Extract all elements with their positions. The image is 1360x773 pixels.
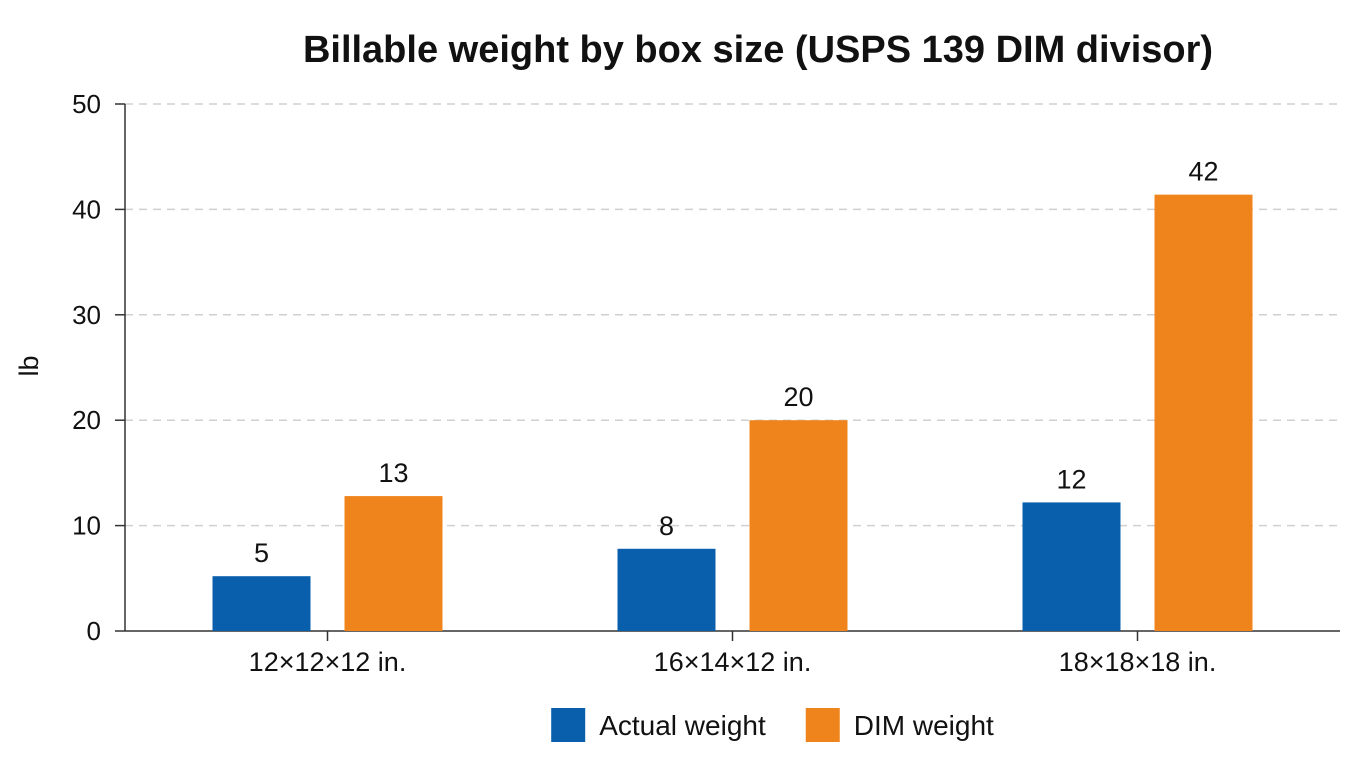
legend-swatch [805,708,840,742]
bar-value-label: 13 [378,458,408,488]
axes: 0 10 20 30 40 50 12×12×12 in. 16×14×12 in. 18×18… [72,89,1340,677]
bar-value-label: 42 [1188,157,1218,187]
legend-label: DIM weight [854,710,994,741]
bar [1022,502,1121,631]
bar [1154,194,1253,632]
bar [749,420,848,631]
bar-value-label: 12 [1056,464,1086,494]
y-tick-label: 40 [72,194,101,224]
legend-swatch [551,708,586,742]
bar [344,496,443,631]
legend: Actual weight DIM weight [551,708,994,742]
y-tick-label: 10 [72,511,101,541]
y-tick-label: 0 [87,616,101,646]
data-labels: 5 13 8 20 12 42 [254,157,1219,569]
chart-title: Billable weight by box size (USPS 139 DI… [303,29,1213,71]
x-category-label: 12×12×12 in. [249,647,407,677]
y-tick-label: 50 [72,89,101,119]
bar [617,548,716,631]
bar [212,576,311,631]
x-category-label: 18×18×18 in. [1059,647,1217,677]
y-tick-label: 20 [72,405,101,435]
y-tick-label: 30 [72,300,101,330]
gridlines [125,103,1340,527]
bar-value-label: 8 [659,511,674,541]
y-axis-label: lb [14,355,44,376]
bar-value-label: 20 [783,382,813,412]
bars [212,194,1253,632]
bar-value-label: 5 [254,538,269,568]
legend-label: Actual weight [599,710,766,741]
x-category-label: 16×14×12 in. [654,647,812,677]
